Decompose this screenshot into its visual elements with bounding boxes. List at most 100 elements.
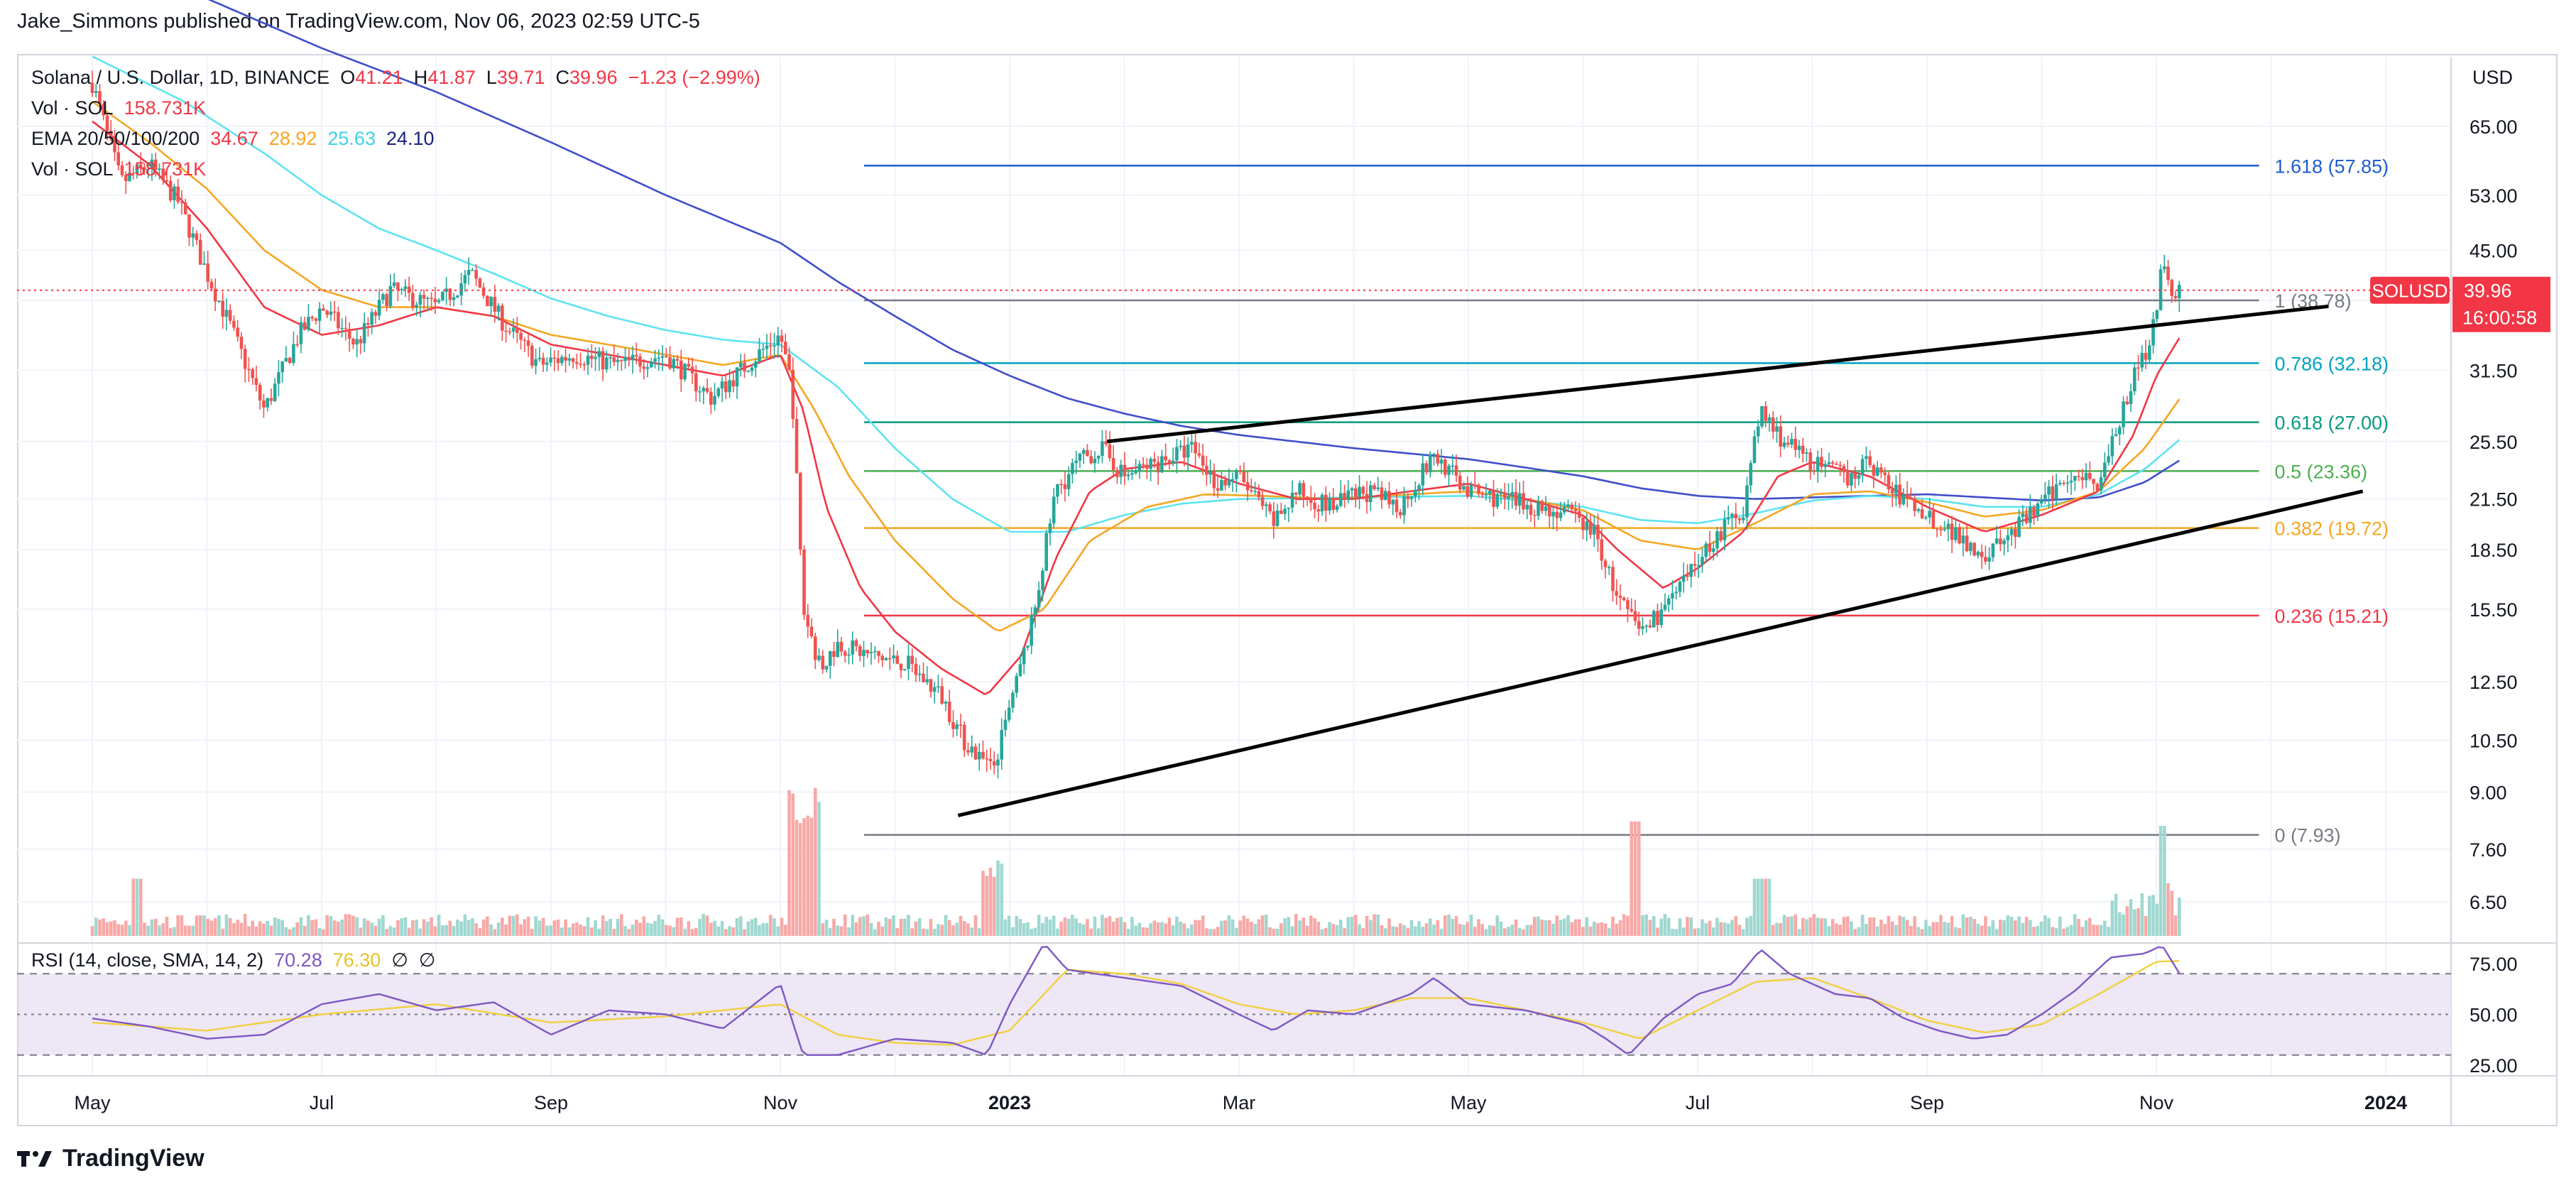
volume-bar — [1943, 922, 1946, 936]
volume-bar — [1820, 918, 1823, 936]
candle-body — [511, 327, 515, 332]
volume-bar — [1715, 917, 1719, 936]
candle-body — [385, 294, 388, 307]
candle-body — [1279, 510, 1283, 514]
volume-bar — [400, 918, 403, 936]
candle-body — [2039, 498, 2043, 503]
volume-bar — [2173, 915, 2178, 936]
volume-bar — [1071, 915, 1074, 936]
candle-body — [2144, 352, 2148, 360]
volume-bar — [2036, 926, 2040, 936]
ema-row[interactable]: EMA 20/50/100/200 34.67 28.92 25.63 24.1… — [31, 124, 760, 154]
candle-body — [2148, 345, 2151, 360]
fibonacci-retracement[interactable]: 1.618 (57.85)1 (38.78)0.786 (32.18)0.618… — [864, 156, 2389, 846]
candle-body — [254, 378, 258, 385]
candle-body — [605, 357, 608, 370]
volume-bar — [1175, 916, 1179, 936]
volume-bar — [481, 919, 486, 936]
volume-bar — [1607, 927, 1611, 936]
volume-bar — [2118, 912, 2122, 936]
candle-body — [426, 298, 430, 299]
ema200-line — [207, 0, 2181, 502]
fib-label-0.236: 0.236 (15.21) — [2275, 606, 2389, 627]
volume-bar — [2017, 916, 2021, 936]
time-tick-label: Jul — [1686, 1092, 1710, 1113]
volume-bar — [1447, 914, 1451, 936]
candle-body — [1223, 479, 1227, 486]
candle-body — [195, 233, 199, 240]
rsi-legend[interactable]: RSI (14, close, SMA, 14, 2) 70.28 76.30 … — [31, 949, 435, 971]
candle-body — [716, 388, 721, 396]
volume-row-2[interactable]: Vol · SOL 158.731K — [31, 154, 760, 185]
volume-bar — [2092, 924, 2095, 936]
candle-body — [1845, 472, 1850, 486]
volume-bar — [262, 923, 266, 936]
volume-bar — [98, 919, 102, 936]
candle-body — [1969, 543, 1972, 551]
candle-body — [2099, 477, 2103, 491]
candle-body — [1208, 471, 1212, 475]
volume-bar — [1980, 925, 1984, 936]
volume-bar — [783, 925, 787, 936]
candle-body — [1592, 524, 1596, 535]
volume-bar — [806, 815, 810, 936]
volume-bar — [1696, 927, 1701, 936]
candle-body — [1290, 492, 1294, 508]
volume-value-2: 158.731K — [124, 158, 207, 180]
candle-body — [176, 186, 180, 202]
volume-bar — [1514, 919, 1518, 936]
candle-body — [1607, 567, 1611, 568]
tradingview-logo-icon[interactable] — [17, 1148, 53, 1170]
candle-body — [694, 373, 698, 392]
volume-bar — [1141, 927, 1145, 936]
candle-body — [1171, 460, 1175, 464]
candle-body — [366, 323, 370, 325]
volume-bar — [880, 926, 885, 936]
candle-body — [1000, 729, 1003, 760]
candle-body — [433, 298, 437, 303]
volume-row[interactable]: Vol · SOL 158.731K — [31, 93, 760, 124]
trendlines[interactable] — [957, 304, 2364, 817]
candle-body — [273, 383, 277, 401]
candle-body — [1197, 453, 1201, 456]
candle-body — [1816, 457, 1820, 472]
volume-bar — [1149, 922, 1152, 936]
symbol-title[interactable]: Solana / U.S. Dollar, 1D, BINANCE — [31, 67, 330, 88]
volume-bar — [1994, 929, 1999, 936]
candle-body — [575, 361, 579, 364]
volume-bar — [1868, 917, 1872, 936]
candle-body — [1588, 521, 1593, 535]
candle-body — [209, 281, 214, 289]
volume-bar — [1414, 926, 1417, 936]
candle-body — [2163, 266, 2166, 270]
volume-bar — [586, 917, 590, 936]
volume-bar — [728, 926, 731, 936]
candle-body — [1600, 539, 1604, 561]
candle-body — [866, 650, 870, 654]
volume-bar — [821, 923, 825, 936]
volume-bar — [1879, 920, 1883, 936]
candle-body — [456, 295, 459, 298]
candle-body — [687, 364, 691, 367]
candle-body — [280, 361, 284, 373]
ema50-value: 28.92 — [268, 128, 317, 149]
volume-bar — [937, 924, 940, 936]
volume-bar — [277, 918, 280, 936]
candle-body — [1309, 498, 1313, 503]
candle-body — [2084, 472, 2088, 481]
volume-bar — [2088, 917, 2092, 936]
candle-body — [1130, 473, 1134, 475]
volume-bar — [776, 926, 780, 936]
time-tick-label: 2024 — [2364, 1092, 2407, 1113]
volume-bar — [2114, 893, 2118, 936]
ohlc-row: Solana / U.S. Dollar, 1D, BINANCE O41.21… — [31, 62, 760, 93]
volume-bar — [1130, 917, 1134, 936]
volume-bar — [795, 819, 799, 936]
change-value: −1.23 (−2.99%) — [628, 67, 760, 88]
candle-body — [1786, 442, 1790, 445]
ema-label: EMA 20/50/100/200 — [31, 128, 200, 149]
tradingview-brand[interactable]: TradingView — [62, 1145, 204, 1172]
candle-body — [1984, 557, 1987, 562]
candle-body — [1462, 486, 1466, 490]
